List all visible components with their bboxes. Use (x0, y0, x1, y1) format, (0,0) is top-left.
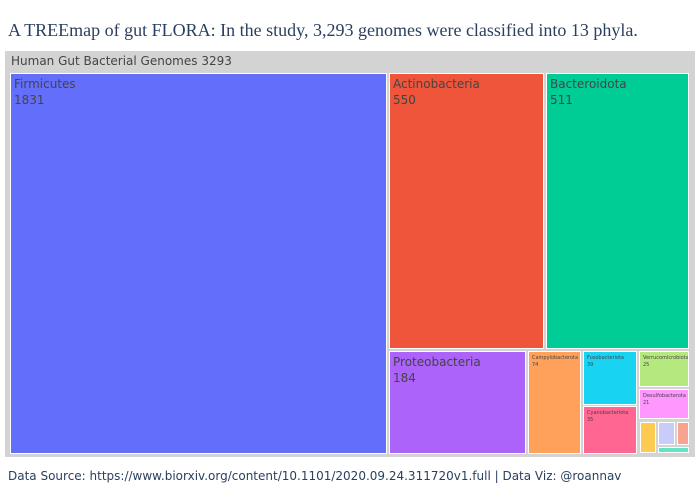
tile-actinobacteria[interactable]: Actinobacteria 550 (389, 73, 544, 349)
tile-label: Firmicutes 1831 (14, 77, 76, 108)
tile-firmicutes[interactable]: Firmicutes 1831 (10, 73, 387, 454)
chart-title: A TREEmap of gut FLORA: In the study, 3,… (8, 20, 638, 40)
tile-name: Verrucomicrobiota (643, 355, 689, 361)
tile-campylobacterota[interactable]: Campylobacterota 74 (528, 351, 581, 454)
tile-name: Fusobacteriota (587, 355, 624, 361)
tile-verrucomicrobiota[interactable]: Verrucomicrobiota 25 (639, 351, 689, 387)
tile-value: 35 (587, 416, 594, 423)
treemap-root-label: Human Gut Bacterial Genomes 3293 (11, 54, 232, 68)
tile-name: Proteobacteria (393, 355, 481, 369)
tile-name: Campylobacterota (532, 355, 579, 361)
tile-value: 21 (643, 399, 650, 406)
tile-value: 550 (393, 92, 416, 107)
tile-value: 184 (393, 370, 416, 385)
tile-label: Campylobacterota 74 (532, 355, 578, 368)
tile-name: Actinobacteria (393, 77, 480, 91)
tile-value: 1831 (14, 92, 45, 107)
tile-label: Desulfobacterota 21 (643, 393, 686, 406)
source-footer: Data Source: https://www.biorxiv.org/con… (8, 469, 622, 483)
tile-label: Fusobacteriota 39 (587, 355, 624, 368)
tile-minor-phylum-4[interactable] (658, 447, 689, 453)
tile-name: Bacteroidota (550, 77, 627, 91)
tile-name: Firmicutes (14, 77, 76, 91)
tile-label: Bacteroidota 511 (550, 77, 627, 108)
tile-desulfobacterota[interactable]: Desulfobacterota 21 (639, 389, 689, 419)
tile-value: 39 (587, 361, 594, 368)
tile-proteobacteria[interactable]: Proteobacteria 184 (389, 351, 526, 454)
treemap-root[interactable]: Human Gut Bacterial Genomes 3293 Firmicu… (5, 51, 695, 457)
tile-fusobacteriota[interactable]: Fusobacteriota 39 (583, 351, 637, 405)
tile-label: Verrucomicrobiota 25 (643, 355, 689, 368)
tile-cyanobacteriota[interactable]: Cyanobacteriota 35 (583, 406, 637, 454)
tile-label: Cyanobacteriota 35 (587, 410, 628, 423)
tile-label: Actinobacteria 550 (393, 77, 480, 108)
tile-label: Proteobacteria 184 (393, 355, 481, 386)
tile-minor-phylum-1[interactable] (640, 422, 656, 453)
tile-value: 511 (550, 92, 573, 107)
tile-minor-phylum-3[interactable] (677, 422, 689, 445)
tile-minor-phylum-2[interactable] (658, 422, 675, 445)
tile-value: 74 (532, 361, 539, 368)
tile-name: Desulfobacterota (643, 393, 686, 399)
tile-value: 25 (643, 361, 650, 368)
tile-bacteroidota[interactable]: Bacteroidota 511 (546, 73, 689, 349)
tile-name: Cyanobacteriota (587, 410, 629, 416)
